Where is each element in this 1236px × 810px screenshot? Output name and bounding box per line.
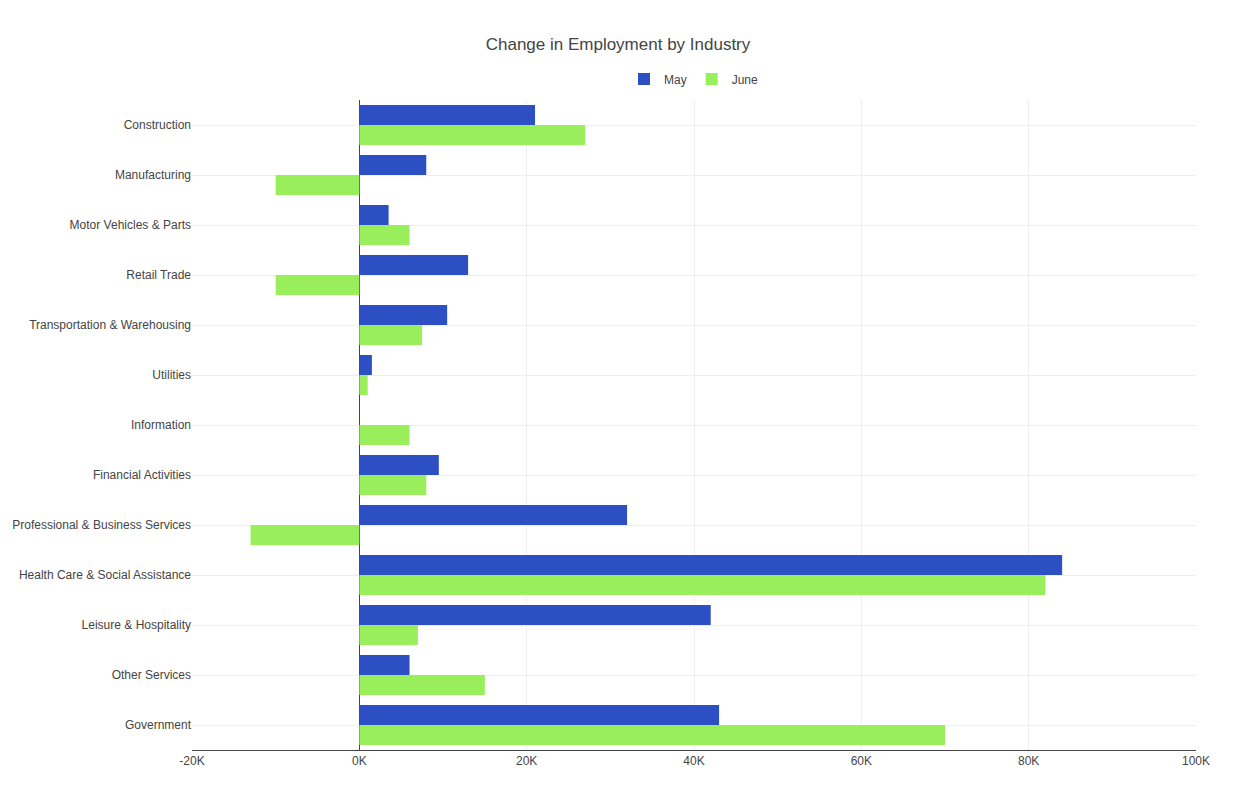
svg-text:-20K: -20K: [179, 754, 204, 768]
svg-text:Information: Information: [131, 418, 191, 432]
svg-text:60K: 60K: [851, 754, 872, 768]
svg-text:Government: Government: [125, 718, 192, 732]
svg-text:Transportation & Warehousing: Transportation & Warehousing: [29, 318, 191, 332]
svg-text:40K: 40K: [683, 754, 704, 768]
svg-text:May: May: [664, 73, 687, 87]
svg-text:80K: 80K: [1018, 754, 1039, 768]
svg-text:Health Care & Social Assistanc: Health Care & Social Assistance: [19, 568, 191, 582]
svg-text:Other Services: Other Services: [112, 668, 191, 682]
svg-text:Professional & Business Servic: Professional & Business Services: [12, 518, 191, 532]
svg-text:Leisure & Hospitality: Leisure & Hospitality: [82, 618, 191, 632]
svg-text:Motor Vehicles & Parts: Motor Vehicles & Parts: [70, 218, 191, 232]
svg-text:Retail Trade: Retail Trade: [126, 268, 191, 282]
svg-text:0K: 0K: [352, 754, 367, 768]
svg-text:Manufacturing: Manufacturing: [115, 168, 191, 182]
svg-text:100K: 100K: [1182, 754, 1210, 768]
svg-text:20K: 20K: [516, 754, 537, 768]
svg-text:Change in Employment by Indust: Change in Employment by Industry: [486, 35, 751, 54]
svg-text:Construction: Construction: [124, 118, 191, 132]
svg-text:June: June: [732, 73, 758, 87]
svg-text:Utilities: Utilities: [152, 368, 191, 382]
svg-text:Financial Activities: Financial Activities: [93, 468, 191, 482]
